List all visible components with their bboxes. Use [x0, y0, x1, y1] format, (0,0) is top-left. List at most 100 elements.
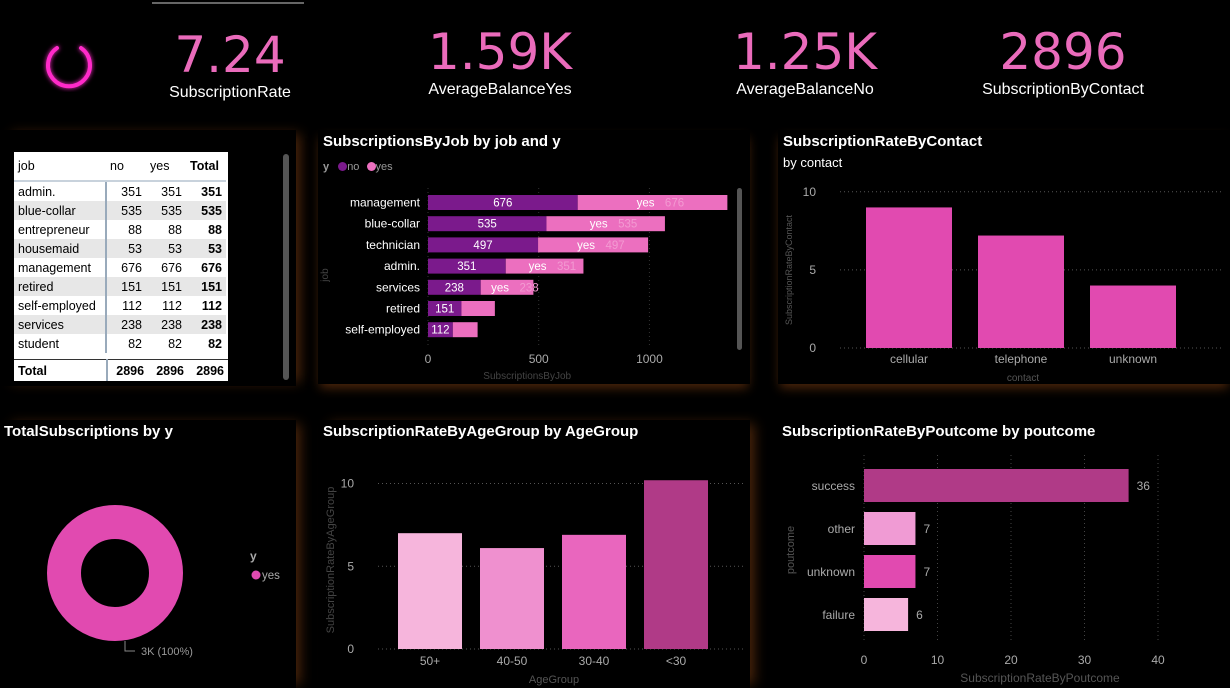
- chart-subtitle: by contact: [783, 155, 843, 170]
- matrix-cell-job: services: [14, 315, 107, 334]
- matrix-cell-no: 238: [106, 315, 146, 334]
- bar: [866, 207, 952, 348]
- data-label: 3K (100%): [141, 646, 193, 658]
- matrix-header-total[interactable]: Total: [186, 152, 226, 182]
- job-chart-scrollbar[interactable]: [737, 188, 742, 350]
- data-label-no: 535: [478, 219, 497, 231]
- x-axis-label: SubscriptionsByJob: [483, 371, 571, 382]
- matrix-cell-total: 151: [186, 277, 226, 296]
- legend-no-label: no: [347, 161, 360, 173]
- y-axis-label: poutcome: [785, 526, 797, 574]
- bar: [562, 534, 626, 649]
- kpi-label: SubscriptionRate: [169, 84, 291, 101]
- kpi-value: 2896: [999, 23, 1127, 81]
- kpi-label: AverageBalanceNo: [736, 81, 874, 98]
- power-icon[interactable]: [40, 34, 98, 92]
- data-label-no: 497: [473, 240, 492, 252]
- matrix-header-job[interactable]: job: [14, 152, 106, 182]
- matrix-cell-total: 351: [201, 184, 222, 199]
- kpi-subscription-rate: 7.24 SubscriptionRate: [150, 27, 310, 103]
- subscription-rate-by-poutcome-panel: SubscriptionRateByPoutcome by poutcome p…: [778, 420, 1230, 688]
- subscription-rate-by-contact-panel: SubscriptionRateByContact by contact Sub…: [778, 130, 1230, 384]
- bar-no: [428, 279, 481, 295]
- bar: [864, 512, 916, 545]
- matrix-row[interactable]: admin. 351 351 351: [14, 181, 226, 201]
- matrix-panel: job no yes Total admin. 351 351 351 blue-col…: [0, 130, 296, 386]
- kpi-value: 1.25K: [732, 23, 878, 81]
- matrix-cell-yes: 112: [162, 298, 182, 313]
- y-tick-label: other: [828, 522, 855, 536]
- data-label: 7: [923, 522, 930, 536]
- kpi-value: 1.59K: [427, 23, 573, 81]
- y-tick-label: success: [812, 479, 855, 493]
- y-tick-label: retired: [386, 302, 420, 316]
- kpi-subscription-by-contact: 2896 SubscriptionByContact: [960, 24, 1166, 100]
- x-tick-label: 0: [861, 653, 868, 667]
- data-label-leader: [124, 641, 135, 652]
- matrix-row[interactable]: housemaid 53 53 53: [14, 239, 226, 258]
- matrix-header-no[interactable]: no: [106, 152, 146, 182]
- data-label-no: 151: [435, 304, 454, 316]
- matrix-cell-total: 238: [186, 315, 226, 334]
- matrix-row[interactable]: retired 151 151 151: [14, 277, 226, 296]
- y-tick-label: 5: [347, 559, 354, 573]
- bar: [864, 555, 916, 588]
- y-tick-label: 0: [809, 341, 816, 355]
- y-axis-label: job: [320, 268, 331, 283]
- header-divider: [152, 2, 304, 4]
- x-tick-label: 10: [931, 653, 945, 667]
- matrix-cell-yes: 53: [146, 239, 186, 258]
- bar-no: [428, 258, 506, 274]
- y-tick-label: services: [376, 280, 420, 294]
- y-tick-label: 10: [803, 185, 817, 199]
- subscription-rate-by-agegroup-panel: SubscriptionRateByAgeGroup by AgeGroup S…: [318, 420, 750, 688]
- matrix-table-container[interactable]: job no yes Total admin. 351 351 351 blue-col…: [14, 152, 228, 381]
- matrix-scrollbar[interactable]: [283, 154, 289, 380]
- y-tick-label: self-employed: [345, 323, 420, 337]
- bar-no: [428, 216, 547, 232]
- matrix-cell-total: 535: [186, 201, 226, 220]
- matrix-row[interactable]: management 676 676 676: [14, 258, 226, 277]
- subscriptions-by-job-chart[interactable]: job 0 500 1000 SubscriptionsByJob management 6…: [318, 180, 750, 384]
- bar-no: [428, 301, 462, 316]
- matrix-row[interactable]: entrepreneur 88 88 88: [14, 220, 226, 239]
- job-legend[interactable]: y no yes: [323, 161, 393, 173]
- y-tick-label: technician: [366, 238, 420, 252]
- subscription-rate-by-agegroup-chart[interactable]: SubscriptionRateByAgeGroup 0 5 10 50+ 40-50 30…: [318, 450, 750, 688]
- x-tick-label: unknown: [1109, 352, 1157, 366]
- bar: [864, 598, 909, 631]
- data-label-yes: 676: [665, 198, 684, 210]
- matrix-row[interactable]: self-employed 112 112 112: [14, 296, 226, 315]
- matrix-cell-no: 88: [128, 222, 142, 237]
- y-tick-label: failure: [822, 608, 855, 622]
- x-tick-label: 0: [425, 352, 432, 366]
- matrix-row[interactable]: services 238 238 238: [14, 315, 226, 334]
- matrix-cell-job: retired: [14, 277, 107, 296]
- chart-title: SubscriptionRateByAgeGroup by AgeGroup: [323, 423, 639, 440]
- x-tick-label: 50+: [420, 654, 440, 668]
- bar: [480, 548, 544, 649]
- matrix-cell-job: self-employed: [14, 296, 107, 315]
- legend-title: y: [250, 549, 257, 563]
- matrix-cell-no: 82: [128, 336, 142, 351]
- x-tick-label: 30-40: [579, 654, 610, 668]
- matrix-cell-yes: 88: [168, 222, 182, 237]
- x-tick-label: 40: [1151, 653, 1165, 667]
- bar-yes: [461, 301, 495, 316]
- matrix-cell-total: 88: [208, 222, 222, 237]
- data-label: 6: [916, 608, 923, 622]
- matrix-cell-no: 53: [106, 239, 146, 258]
- subscription-rate-by-poutcome-chart[interactable]: poutcome 0 10 20 30 40 success 36 other 7 unknown 7…: [778, 450, 1230, 688]
- matrix-row[interactable]: blue-collar 535 535 535: [14, 201, 226, 220]
- chart-title: TotalSubscriptions by y: [4, 423, 173, 440]
- bar-yes: [452, 322, 478, 338]
- matrix-total-yes: 2896: [148, 359, 189, 381]
- subscription-rate-by-contact-chart[interactable]: SubscriptionRateByContact 0 5 10 cellular tel…: [778, 170, 1230, 384]
- bar: [644, 480, 708, 649]
- legend-yes-label: yes: [262, 570, 280, 582]
- matrix-header-yes[interactable]: yes: [146, 152, 186, 182]
- matrix-cell-yes: 535: [146, 201, 186, 220]
- data-label-no: 676: [493, 198, 512, 210]
- matrix-row[interactable]: student 82 82 82: [14, 334, 226, 353]
